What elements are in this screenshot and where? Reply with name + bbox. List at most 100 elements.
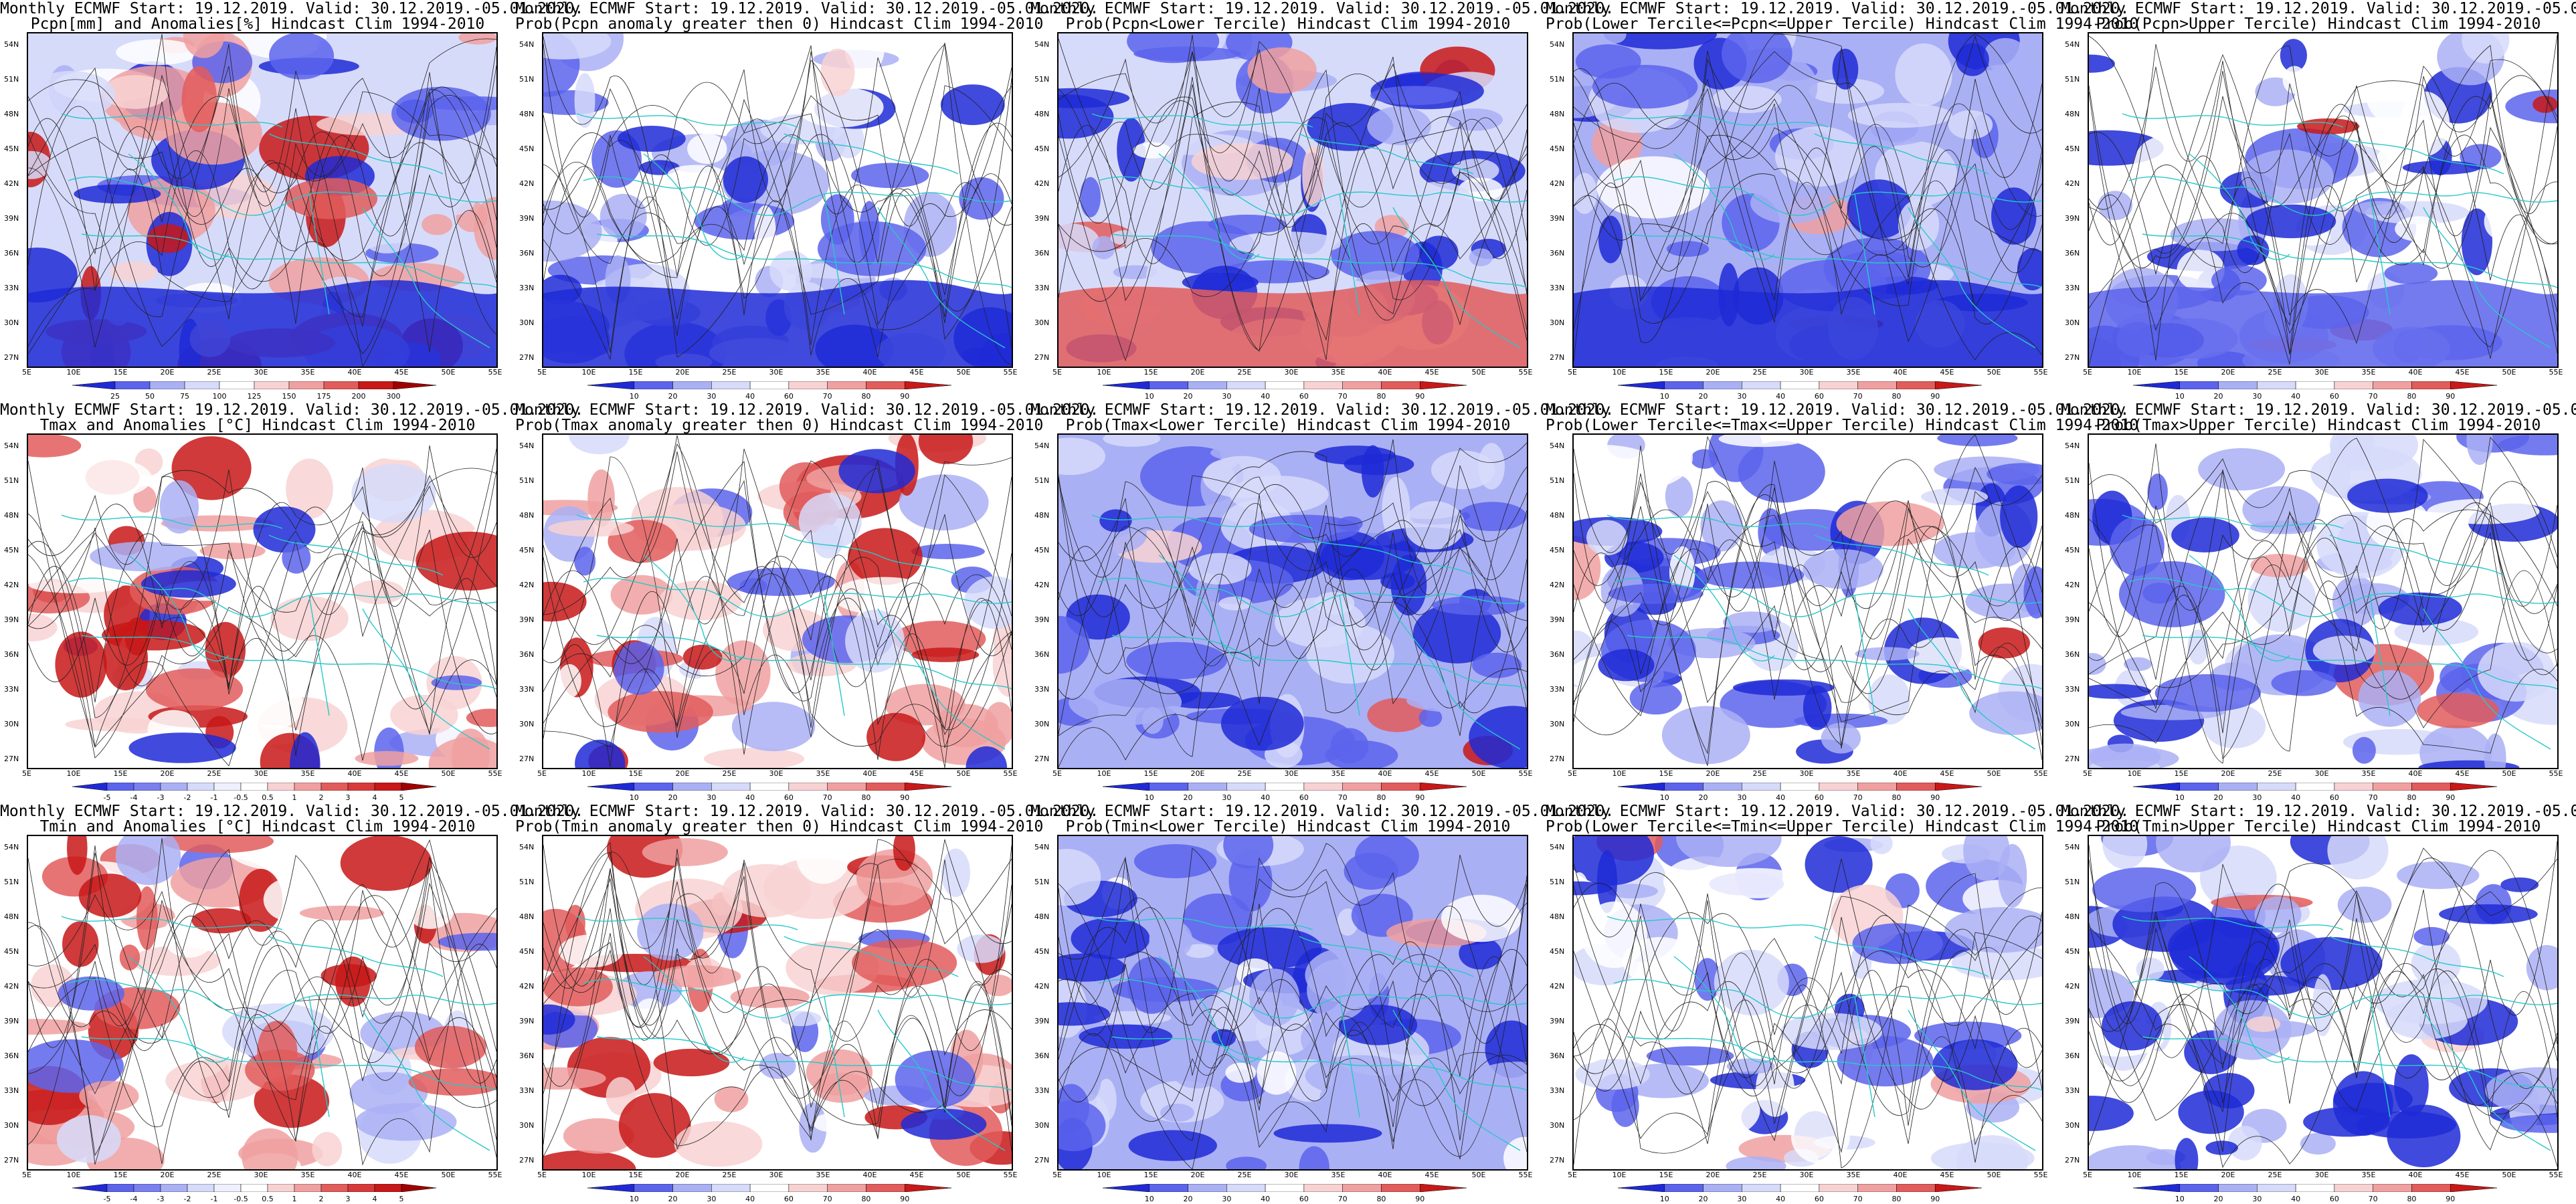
coastline: [1627, 233, 2042, 288]
lat-label: 45N: [4, 144, 19, 153]
panel-title-line2: Prob(Pcpn anomaly greater then 0) Hindca…: [515, 15, 1044, 33]
map-field: [28, 33, 496, 367]
coastline: [1392, 1009, 1521, 1151]
field-blob: [1690, 449, 1718, 469]
lat-label: 36N: [4, 249, 19, 258]
field-blob: [1694, 958, 1721, 1001]
field-blob: [731, 702, 816, 752]
contour-line: [1059, 843, 1527, 1122]
field-blob: [982, 975, 1012, 997]
field-blob: [162, 836, 274, 854]
field-blob: [674, 1121, 763, 1167]
lon-label: 55E: [488, 1171, 502, 1179]
colorbar-cell: [711, 381, 751, 389]
lon-label: 5E: [22, 368, 31, 377]
lat-label: 48N: [519, 110, 535, 118]
contour-line: [543, 451, 1012, 761]
colorbar-label: 70: [1853, 1195, 1863, 1203]
colorbar-cell: [749, 783, 790, 791]
lon-label: 5E: [537, 368, 547, 377]
colorbar-label: 60: [1299, 1195, 1309, 1203]
lon-label: 25E: [2268, 1171, 2282, 1179]
field-blob: [1414, 1094, 1466, 1132]
map-area: [27, 32, 498, 368]
lat-label: 48N: [2065, 912, 2080, 921]
contour-line: [543, 85, 1012, 336]
lon-label: 30E: [254, 1171, 268, 1179]
lat-label: 48N: [1550, 511, 1565, 520]
contour-line: [2089, 890, 2557, 1106]
colorbar-label: 60: [1299, 392, 1309, 401]
colorbar-label: 30: [707, 392, 717, 401]
field-blob: [2241, 149, 2334, 204]
lon-label: 45E: [394, 769, 409, 778]
lon-label: 40E: [1378, 368, 1392, 377]
field-blob: [1133, 142, 1172, 159]
colorbar-cell: [587, 783, 635, 791]
coastline: [583, 577, 1012, 617]
field-blob: [1987, 463, 2042, 486]
coastline: [643, 153, 745, 260]
colorbar-label: 80: [861, 392, 871, 401]
colorbar-label: 80: [2407, 392, 2417, 401]
contour-line: [1059, 41, 1527, 314]
panel-title-line1: Monthly ECMWF Start: 19.12.2019. Valid: …: [1030, 803, 1615, 820]
lon-label: 30E: [1284, 769, 1299, 778]
coastline: [1673, 555, 1775, 662]
field-blob: [2466, 435, 2493, 466]
map-area: [27, 835, 498, 1171]
lon-label: 45E: [1940, 1171, 1954, 1179]
lon-label: 30E: [769, 368, 784, 377]
contour-line: [2089, 840, 2557, 1080]
colorbar-cell: [374, 783, 402, 791]
field-blob: [2498, 435, 2557, 456]
field-blob: [2098, 191, 2133, 221]
panel-title-line1: Monthly ECMWF Start: 19.12.2019. Valid: …: [2061, 803, 2576, 820]
contour-line: [1059, 898, 1527, 1142]
lon-label: 45E: [1424, 769, 1439, 778]
colorbar-label: 300: [386, 392, 401, 401]
colorbar-cell: [219, 381, 255, 389]
field-blob: [851, 163, 929, 189]
field-blob: [893, 621, 986, 658]
contour-line: [1574, 481, 2042, 724]
coastline: [128, 153, 229, 260]
colorbar: [2133, 783, 2497, 791]
panel-title-line2: Prob(Lower Tercile<=Pcpn<=Upper Tercile)…: [1546, 15, 2139, 33]
field-blob: [2352, 736, 2376, 764]
contour-line: [1059, 69, 1527, 352]
field-blob: [1059, 1100, 1106, 1152]
coastline: [68, 176, 496, 216]
colorbar-label: 10: [629, 793, 639, 802]
contour-line: [2089, 844, 2557, 1113]
field-blob: [199, 542, 266, 560]
field-blob: [2092, 867, 2197, 912]
colorbar-label: 20: [2213, 392, 2223, 401]
contour-line: [1574, 904, 2042, 1169]
colorbar-cell: [1303, 783, 1343, 791]
lon-label: 15E: [628, 368, 643, 377]
field-blob: [2387, 1104, 2461, 1168]
lat-label: 39N: [1550, 1017, 1565, 1025]
panel-title-line2: Prob(Tmax<Lower Tercile) Hindcast Clim 1…: [1065, 417, 1511, 434]
field-blob: [124, 617, 150, 656]
field-blob: [1382, 477, 1410, 542]
field-blob: [654, 965, 741, 988]
field-blob: [1469, 706, 1527, 768]
field-blob: [67, 836, 88, 875]
field-blob: [1978, 627, 2030, 659]
lon-label: 50E: [2502, 1171, 2516, 1179]
contour-line: [543, 839, 1012, 1041]
lon-label: 35E: [2361, 1171, 2376, 1179]
contour-line: [2089, 85, 2557, 355]
colorbar-cell: [267, 1184, 295, 1192]
lon-label: 15E: [1143, 1171, 1158, 1179]
lon-label: 50E: [1987, 368, 2001, 377]
map-field: [1574, 435, 2042, 768]
contour-line: [1574, 78, 2042, 274]
colorbar-label: 70: [1338, 1195, 1348, 1203]
field-blob: [2247, 567, 2316, 632]
lat-label: 42N: [519, 982, 535, 991]
lat-label: 51N: [1550, 878, 1565, 886]
field-blob: [754, 205, 776, 256]
